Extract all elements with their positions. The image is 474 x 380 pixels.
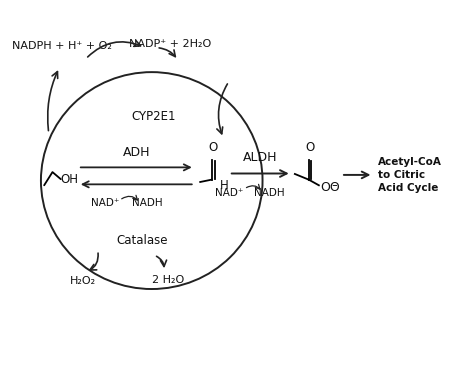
- Text: NAD⁺: NAD⁺: [215, 188, 243, 198]
- Text: OH: OH: [61, 173, 79, 186]
- Text: CYP2E1: CYP2E1: [132, 111, 176, 124]
- Text: H₂O₂: H₂O₂: [69, 276, 96, 285]
- Text: NAD⁺: NAD⁺: [91, 198, 120, 209]
- Text: O: O: [305, 141, 315, 154]
- Text: NADPH + H⁺ + O₂: NADPH + H⁺ + O₂: [12, 41, 112, 51]
- Text: O: O: [209, 141, 218, 154]
- Text: ADH: ADH: [123, 146, 150, 159]
- Text: NADP⁺ + 2H₂O: NADP⁺ + 2H₂O: [129, 39, 211, 49]
- Text: 2 H₂O: 2 H₂O: [152, 275, 184, 285]
- Text: ALDH: ALDH: [243, 150, 277, 164]
- Text: Acetyl-CoA
to Citric
Acid Cycle: Acetyl-CoA to Citric Acid Cycle: [378, 157, 442, 193]
- Text: NADH: NADH: [254, 188, 285, 198]
- Text: H: H: [219, 179, 228, 192]
- Text: Catalase: Catalase: [117, 234, 168, 247]
- Text: NADH: NADH: [132, 198, 163, 209]
- Text: OΘ: OΘ: [320, 181, 339, 194]
